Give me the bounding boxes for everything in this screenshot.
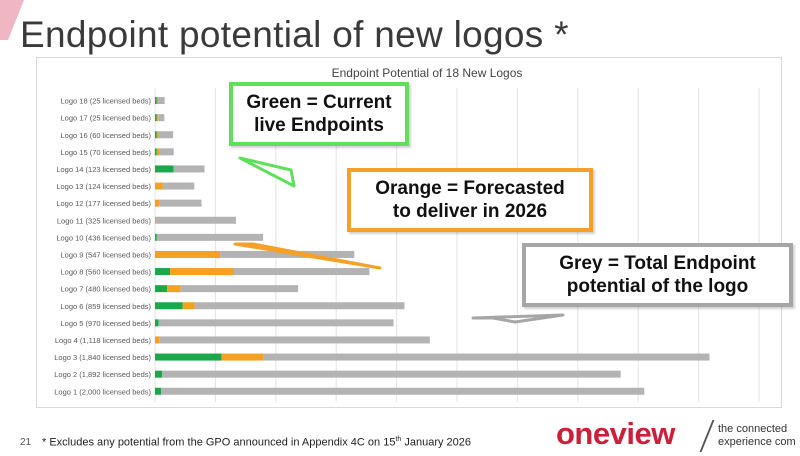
- bar-segment: [162, 182, 195, 190]
- callout-grey-line-1: Grey = Total Endpoint: [559, 253, 756, 274]
- callout-grey-line-2: potential of the logo: [566, 276, 749, 297]
- bar-segment: [155, 268, 171, 276]
- stacked-bar-chart: Endpoint Potential of 18 New Logos-1,000…: [54, 66, 760, 402]
- footnote-superscript: th: [395, 436, 402, 443]
- bar-segment: [173, 165, 205, 173]
- bar-segment: [155, 319, 159, 327]
- bar-segment: [155, 285, 168, 293]
- bar-segment: [180, 285, 299, 293]
- callout-green-line-1: Green = Current: [246, 92, 392, 113]
- bar-segment: [156, 97, 159, 105]
- bar-segment: [158, 97, 165, 105]
- bar-segment: [263, 353, 710, 361]
- bar-segment: [158, 131, 174, 139]
- y-category-label: Logo 18 (25 licensed beds): [61, 97, 152, 106]
- bar-segment: [161, 387, 645, 395]
- chart-frame: Endpoint Potential of 18 New Logos-1,000…: [36, 57, 782, 408]
- bar-segment: [155, 131, 157, 139]
- y-category-label: Logo 4 (1,118 licensed beds): [55, 336, 152, 345]
- y-category-label: Logo 11 (325 licensed beds): [57, 216, 152, 225]
- callout-pointer: [233, 242, 382, 270]
- bar-segment: [221, 353, 264, 361]
- bar-segment: [220, 250, 355, 258]
- brand-tagline: the connected experience com: [718, 423, 796, 449]
- callout-grey-legend: Grey = Total Endpoint potential of the l…: [522, 243, 793, 307]
- chart-title: Endpoint Potential of 18 New Logos: [332, 66, 523, 80]
- bar-segment: [159, 148, 174, 156]
- bar-segment: [155, 353, 222, 361]
- y-category-label: Logo 5 (970 licensed beds): [61, 319, 152, 328]
- y-category-label: Logo 3 (1,840 licensed beds): [54, 353, 151, 362]
- bar-segment: [155, 302, 183, 310]
- footnote-text-end: January 2026: [401, 436, 472, 449]
- y-category-label: Logo 12 (177 licensed beds): [56, 199, 151, 208]
- bar-segment: [170, 268, 234, 276]
- bar-segment: [162, 370, 621, 378]
- bar-segment: [194, 302, 405, 310]
- slide-title: Endpoint potential of new logos *: [20, 14, 569, 55]
- y-category-label: Logo 10 (436 licensed beds): [56, 233, 151, 242]
- bar-segment: [155, 370, 163, 378]
- bar-segment: [155, 387, 162, 395]
- y-category-label: Logo 1 (2,000 licensed beds): [54, 387, 151, 396]
- callout-pointer: [238, 156, 296, 188]
- callout-green-legend: Green = Current live Endpoints: [229, 82, 409, 146]
- slide-accent-shape: [0, 0, 24, 40]
- bar-segment: [155, 216, 157, 224]
- bar-segment: [155, 336, 160, 344]
- callout-green-line-2: live Endpoints: [254, 115, 384, 136]
- bar-segment: [156, 148, 160, 156]
- bar-segment: [167, 285, 181, 293]
- callout-orange-line-2: to deliver in 2026: [392, 201, 548, 222]
- bar-segment: [156, 216, 236, 224]
- bar-segment: [158, 319, 394, 327]
- y-category-label: Logo 9 (547 licensed beds): [61, 250, 152, 259]
- brand-slash: [699, 420, 715, 452]
- footnote-text: * Excludes any potential from the GPO an…: [42, 436, 396, 449]
- brand-wordmark: oneview: [556, 416, 675, 451]
- bar-segment: [155, 97, 157, 105]
- bar-segment: [159, 336, 430, 344]
- y-category-label: Logo 2 (1,892 licensed beds): [54, 370, 151, 379]
- bar-segment: [182, 302, 195, 310]
- bar-segment: [155, 199, 160, 207]
- y-category-label: Logo 13 (124 licensed beds): [56, 182, 151, 191]
- bar-segment: [156, 131, 159, 139]
- bar-segment: [155, 182, 163, 190]
- bar-segment: [156, 114, 159, 122]
- y-category-label: Logo 7 (480 licensed beds): [61, 285, 152, 294]
- footnote: * Excludes any potential from the GPO an…: [42, 436, 471, 449]
- bar-segment: [155, 233, 157, 241]
- bar-segment: [155, 165, 174, 173]
- y-category-label: Logo 17 (25 licensed beds): [61, 114, 152, 123]
- callout-orange-line-1: Orange = Forecasted: [375, 178, 565, 199]
- y-category-label: Logo 15 (70 licensed beds): [61, 148, 152, 157]
- brand-logo: oneview the connected experience com: [556, 416, 800, 456]
- brand-tagline-line-2: experience com: [718, 436, 796, 448]
- callout-orange-legend: Orange = Forecasted to deliver in 2026: [347, 168, 593, 232]
- bar-segment: [159, 199, 202, 207]
- bar-segment: [155, 114, 157, 122]
- y-category-label: Logo 16 (60 licensed beds): [61, 131, 152, 140]
- bar-segment: [158, 114, 165, 122]
- y-category-label: Logo 14 (123 licensed beds): [56, 165, 151, 174]
- page-number: 21: [20, 437, 32, 448]
- y-category-label: Logo 8 (560 licensed beds): [61, 268, 152, 277]
- bar-segment: [155, 148, 157, 156]
- y-category-label: Logo 6 (859 licensed beds): [61, 302, 152, 311]
- bar-segment: [155, 250, 221, 258]
- brand-tagline-line-1: the connected: [718, 423, 788, 435]
- bar-segment: [233, 268, 370, 276]
- bar-segment: [156, 233, 264, 241]
- callout-pointer: [471, 313, 565, 324]
